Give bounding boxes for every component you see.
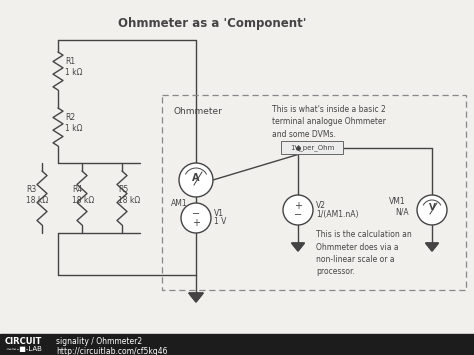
Bar: [281, 141, 343, 154]
Text: R4
18 kΩ: R4 18 kΩ: [72, 185, 94, 205]
Circle shape: [417, 195, 447, 225]
Text: +: +: [192, 218, 200, 228]
Text: http://circuitlab.com/cf5kq46: http://circuitlab.com/cf5kq46: [56, 347, 167, 355]
Text: R5
18 kΩ: R5 18 kΩ: [118, 185, 140, 205]
Text: R3
18 kΩ: R3 18 kΩ: [26, 185, 48, 205]
Text: 1V_per_Ohm: 1V_per_Ohm: [290, 144, 334, 151]
Text: N/A: N/A: [395, 208, 409, 217]
Text: R1
1 kΩ: R1 1 kΩ: [65, 57, 82, 77]
Text: This is what's inside a basic 2
terminal analogue Ohmmeter
and some DVMs.: This is what's inside a basic 2 terminal…: [272, 105, 386, 139]
Text: V: V: [428, 203, 436, 213]
Text: signality / Ohmmeter2: signality / Ohmmeter2: [56, 337, 142, 346]
Circle shape: [283, 195, 313, 225]
Text: ∼∼-■-LAB: ∼∼-■-LAB: [5, 346, 42, 352]
Text: V1: V1: [214, 209, 224, 218]
Bar: [0, 334, 474, 355]
Text: A: A: [192, 173, 200, 183]
Text: V2: V2: [316, 201, 326, 209]
Text: 1 V: 1 V: [214, 218, 227, 226]
Bar: [162, 95, 466, 290]
Text: Ohmmeter: Ohmmeter: [174, 107, 223, 116]
Circle shape: [181, 203, 211, 233]
Text: AM1: AM1: [171, 199, 188, 208]
Text: −: −: [294, 210, 302, 220]
Text: Ohmmeter as a 'Component': Ohmmeter as a 'Component': [118, 17, 306, 30]
Circle shape: [179, 163, 213, 197]
Polygon shape: [426, 243, 438, 251]
Polygon shape: [292, 243, 304, 251]
Text: This is the calculation an
Ohmmeter does via a
non-linear scale or a
processor.: This is the calculation an Ohmmeter does…: [316, 230, 412, 277]
Text: +: +: [294, 201, 302, 211]
Text: VM1: VM1: [389, 197, 406, 207]
Polygon shape: [189, 293, 203, 302]
Text: CIRCUIT: CIRCUIT: [5, 337, 42, 346]
Text: 1/(AM1.nA): 1/(AM1.nA): [316, 209, 358, 218]
Text: −: −: [192, 209, 200, 219]
Text: R2
1 kΩ: R2 1 kΩ: [65, 113, 82, 133]
